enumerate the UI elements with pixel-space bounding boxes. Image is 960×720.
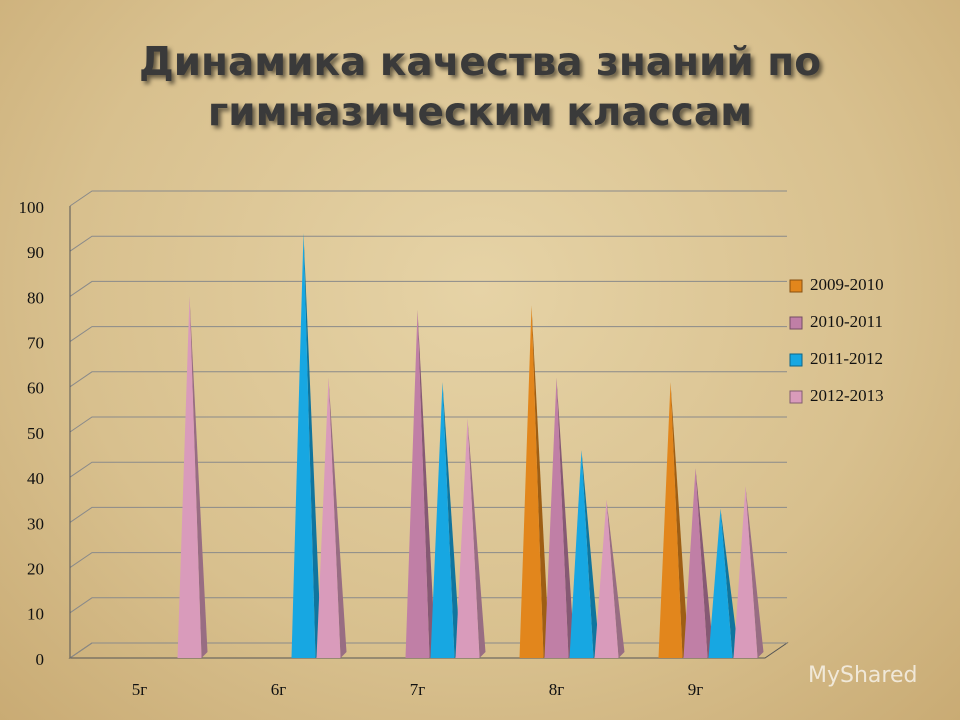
y-tick-label: 100	[19, 198, 45, 217]
legend-label: 2011-2012	[810, 349, 883, 368]
bar-front	[658, 382, 683, 658]
x-tick-label: 9г	[688, 680, 704, 699]
bar-side	[531, 305, 550, 658]
bar-side	[417, 309, 436, 658]
grid-line	[69, 461, 787, 478]
bar	[405, 309, 436, 658]
bar-side	[606, 499, 625, 658]
legend-swatch	[789, 390, 803, 404]
y-tick-label: 20	[27, 560, 44, 579]
bar	[683, 468, 714, 658]
watermark: MyShared	[808, 663, 917, 688]
bar-front	[733, 486, 758, 658]
bar-side	[720, 508, 739, 658]
x-tick-label: 8г	[549, 680, 565, 699]
bar	[316, 377, 347, 658]
bar	[569, 450, 600, 658]
bar-front	[316, 377, 341, 658]
grid-line	[69, 280, 787, 297]
x-tick-label: 7г	[410, 680, 426, 699]
grid-line	[69, 416, 787, 433]
bar-front	[519, 305, 544, 658]
y-tick-label: 10	[27, 605, 44, 624]
grid-line	[69, 371, 787, 388]
y-tick-label: 50	[27, 424, 44, 443]
bar-front	[544, 377, 569, 658]
bar	[733, 486, 764, 658]
grid-line	[69, 235, 787, 252]
grid-line	[69, 326, 787, 343]
bar	[658, 382, 689, 658]
x-tick-label: 5г	[132, 680, 148, 699]
x-tick-label: 6г	[271, 680, 287, 699]
y-tick-label: 0	[36, 650, 45, 669]
legend-swatch	[789, 279, 803, 293]
y-tick-label: 80	[27, 288, 44, 307]
y-tick-label: 70	[27, 334, 44, 353]
bar-front	[594, 499, 619, 658]
legend-swatch	[789, 353, 803, 367]
bar-side	[556, 377, 575, 658]
bar	[430, 382, 461, 658]
bar-front	[405, 309, 430, 658]
y-tick-label: 30	[27, 514, 44, 533]
bar	[455, 418, 486, 658]
bar-front	[291, 233, 316, 658]
y-tick-label: 60	[27, 379, 44, 398]
bar-side	[189, 296, 208, 658]
bar-front	[455, 418, 480, 658]
bar	[291, 233, 322, 658]
bar-front	[177, 296, 202, 658]
bar-front	[569, 450, 594, 658]
bar	[708, 508, 739, 658]
bar-side	[442, 382, 461, 658]
legend-label: 2010-2011	[810, 312, 883, 331]
bar	[594, 499, 625, 658]
y-tick-label: 90	[27, 243, 44, 262]
bar-side	[695, 468, 714, 658]
legend-label: 2009-2010	[810, 275, 884, 294]
bar-side	[467, 418, 486, 658]
bar-front	[683, 468, 708, 658]
bar-side	[745, 486, 764, 658]
legend-label: 2012-2013	[810, 386, 884, 405]
bar	[519, 305, 550, 658]
grid-line	[69, 190, 787, 207]
bar	[544, 377, 575, 658]
bar-side	[670, 382, 689, 658]
legend-swatch	[789, 316, 803, 330]
bar-side	[328, 377, 347, 658]
bar-side	[581, 450, 600, 658]
bar	[177, 296, 208, 658]
bar-front	[430, 382, 455, 658]
y-tick-label: 40	[27, 469, 44, 488]
chart-title: Динамика качества знаний по гимназически…	[138, 40, 822, 135]
bar-front	[708, 508, 733, 658]
bar-side	[303, 233, 322, 658]
